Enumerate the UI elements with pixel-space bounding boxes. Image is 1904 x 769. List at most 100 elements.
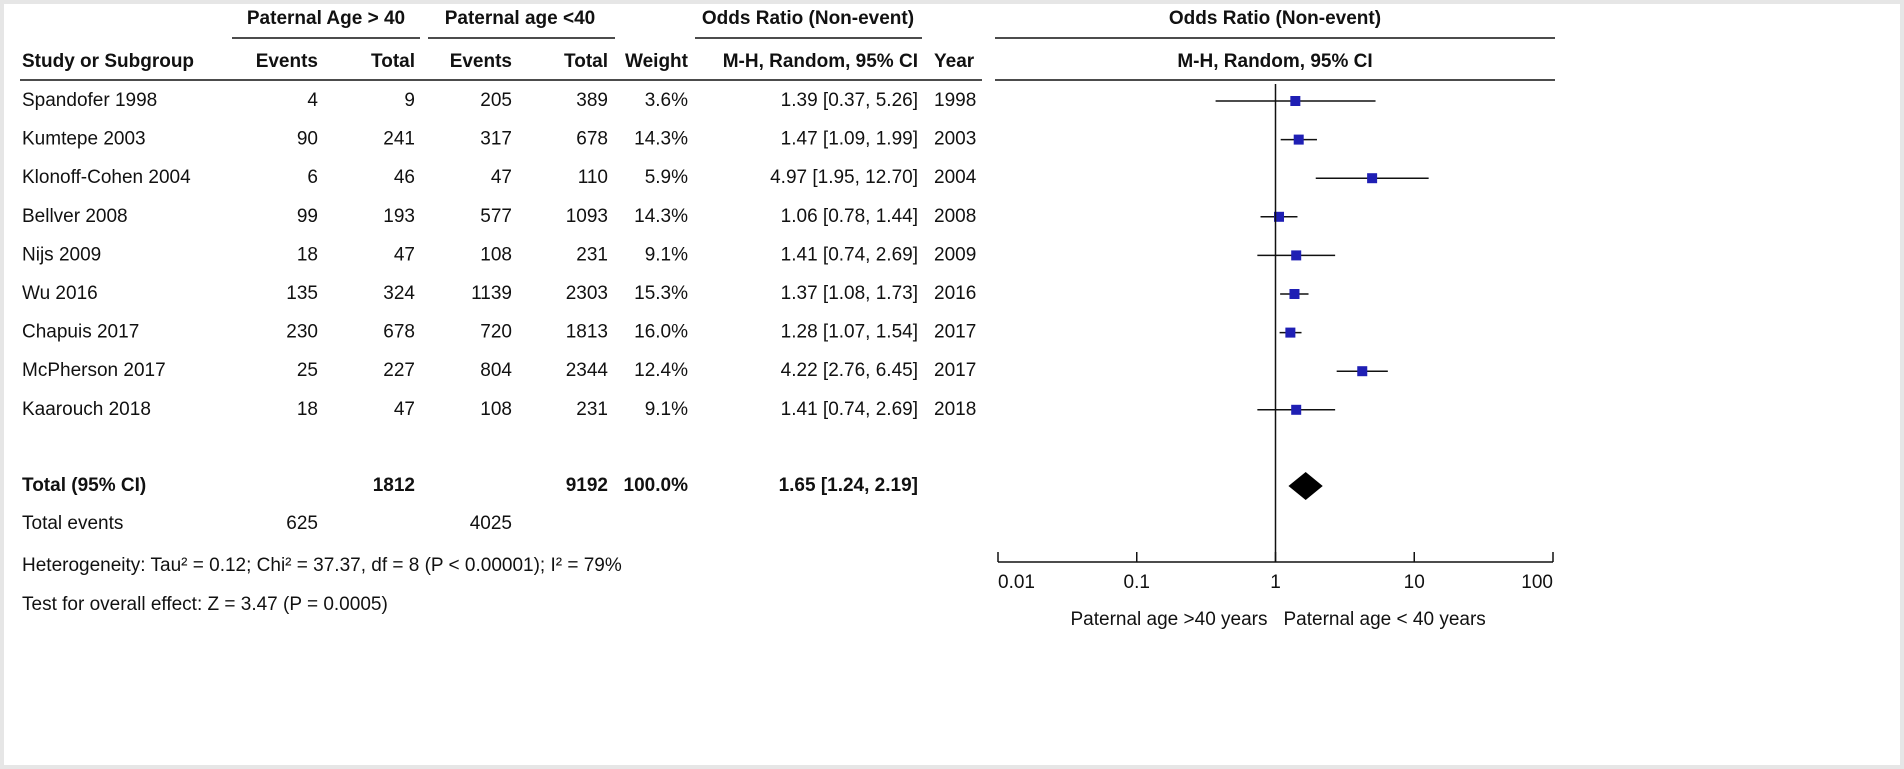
cell: 1812 xyxy=(373,475,415,496)
cell: 227 xyxy=(383,360,415,381)
point-estimate xyxy=(1367,173,1378,184)
cell: 577 xyxy=(480,206,512,227)
year: 2017 xyxy=(934,322,976,343)
group-header: Odds Ratio (Non-event) xyxy=(702,8,914,29)
cell: 14.3% xyxy=(634,129,688,150)
overall-effect: Test for overall effect: Z = 3.47 (P = 0… xyxy=(22,594,388,615)
cell: 18 xyxy=(297,244,318,265)
cell: 678 xyxy=(576,129,608,150)
column-header: M-H, Random, 95% CI xyxy=(1177,51,1372,72)
cell: 241 xyxy=(383,129,415,150)
cell: 4025 xyxy=(470,513,512,534)
year: 2009 xyxy=(934,244,976,265)
point-estimate xyxy=(1289,289,1300,299)
year: 2003 xyxy=(934,129,976,150)
cell: 47 xyxy=(394,399,415,420)
cell: 804 xyxy=(480,360,512,381)
or-label: 1.06 [0.78, 1.44] xyxy=(781,206,918,227)
x-tick-label: 0.1 xyxy=(1124,572,1150,593)
cell: 46 xyxy=(394,167,415,188)
or-label: 1.41 [0.74, 2.69] xyxy=(781,244,918,265)
cell: 1139 xyxy=(471,283,512,304)
study-name: Kaarouch 2018 xyxy=(22,399,151,420)
study-name: Chapuis 2017 xyxy=(22,322,139,343)
favours-label: Paternal age < 40 years xyxy=(1284,609,1486,630)
point-estimate xyxy=(1293,134,1304,145)
cell: 1093 xyxy=(566,206,608,227)
cell: 231 xyxy=(576,399,608,420)
point-estimate xyxy=(1290,96,1301,106)
group-header: Odds Ratio (Non-event) xyxy=(1169,8,1381,29)
favours-label: Paternal age >40 years xyxy=(1071,609,1268,630)
cell: 110 xyxy=(578,167,608,188)
or-label: 1.47 [1.09, 1.99] xyxy=(781,129,918,150)
cell: 205 xyxy=(480,90,512,111)
cell: 16.0% xyxy=(634,322,688,343)
column-header: Total xyxy=(564,51,608,72)
cell: 12.4% xyxy=(634,360,688,381)
total-events-label: Total events xyxy=(22,513,123,534)
cell: 2303 xyxy=(566,283,608,304)
group-header: Paternal age <40 xyxy=(445,8,596,29)
cell: 231 xyxy=(576,244,608,265)
year: 2008 xyxy=(934,206,976,227)
cell: 5.9% xyxy=(645,167,688,188)
cell: 90 xyxy=(297,129,318,150)
x-tick-label: 10 xyxy=(1404,572,1425,593)
cell: 720 xyxy=(480,322,512,343)
study-name: Klonoff-Cohen 2004 xyxy=(22,167,191,188)
study-name: Bellver 2008 xyxy=(22,206,128,227)
cell: 625 xyxy=(286,513,318,534)
or-label: 1.41 [0.74, 2.69] xyxy=(781,399,918,420)
year: 2016 xyxy=(934,283,976,304)
cell: 47 xyxy=(394,244,415,265)
study-name: Wu 2016 xyxy=(22,283,98,304)
cell: 6 xyxy=(307,167,318,188)
cell: 9 xyxy=(404,90,415,111)
total-label: Total (95% CI) xyxy=(22,475,146,496)
or-label: 1.39 [0.37, 5.26] xyxy=(781,90,918,111)
cell: 4 xyxy=(307,90,318,111)
summary-diamond xyxy=(1288,472,1323,500)
cell: 9.1% xyxy=(645,244,688,265)
cell: 9192 xyxy=(566,475,608,496)
cell: 317 xyxy=(480,129,512,150)
or-label: 4.97 [1.95, 12.70] xyxy=(770,167,918,188)
cell: 100.0% xyxy=(624,475,689,496)
or-label: 1.28 [1.07, 1.54] xyxy=(781,322,918,343)
cell: 193 xyxy=(383,206,415,227)
cell: 9.1% xyxy=(645,399,688,420)
cell: 230 xyxy=(286,322,318,343)
x-tick-label: 100 xyxy=(1521,572,1553,593)
study-name: Nijs 2009 xyxy=(22,244,101,265)
year: 2018 xyxy=(934,399,976,420)
cell: 15.3% xyxy=(634,283,688,304)
point-estimate xyxy=(1291,404,1302,415)
column-header: M-H, Random, 95% CI xyxy=(723,51,918,72)
study-name: McPherson 2017 xyxy=(22,360,166,381)
cell: 18 xyxy=(297,399,318,420)
x-tick-label: 0.01 xyxy=(998,572,1035,593)
cell: 389 xyxy=(576,90,608,111)
cell: 47 xyxy=(491,167,512,188)
x-tick-label: 1 xyxy=(1270,572,1281,593)
cell: 14.3% xyxy=(634,206,688,227)
heterogeneity: Heterogeneity: Tau² = 0.12; Chi² = 37.37… xyxy=(22,555,622,576)
column-header: Events xyxy=(450,51,512,72)
column-header: Total xyxy=(371,51,415,72)
year: 2004 xyxy=(934,167,977,188)
cell: 108 xyxy=(480,244,512,265)
cell: 3.6% xyxy=(645,90,688,111)
point-estimate xyxy=(1357,366,1368,377)
study-name: Kumtepe 2003 xyxy=(22,129,146,150)
column-header: Weight xyxy=(625,51,689,72)
cell: 135 xyxy=(286,283,318,304)
cell: 99 xyxy=(297,206,318,227)
cell: 2344 xyxy=(566,360,609,381)
year: 2017 xyxy=(934,360,976,381)
column-header: Study or Subgroup xyxy=(22,51,194,72)
or-label: 1.37 [1.08, 1.73] xyxy=(781,283,918,304)
year: 1998 xyxy=(934,90,976,111)
